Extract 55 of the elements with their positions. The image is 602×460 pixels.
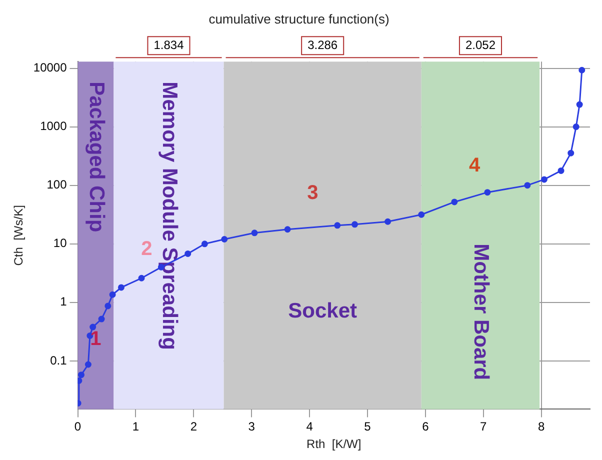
band-label: Mother Board: [470, 244, 493, 380]
x-tick-label: 0: [74, 420, 82, 434]
point: [98, 316, 105, 322]
point: [484, 189, 491, 196]
y-tick-label: 0.1: [50, 353, 68, 368]
point: [351, 221, 358, 228]
annotation: 2: [141, 238, 152, 260]
text: 3.286: [308, 38, 338, 52]
band-label: Memory Module Spreading: [158, 82, 181, 350]
point: [418, 211, 425, 218]
text: 2.052: [465, 38, 496, 52]
x-tick-label: 3: [248, 420, 256, 434]
x-tick-label: 5: [364, 420, 372, 434]
point: [221, 236, 228, 243]
y-tick-label: 10: [53, 236, 68, 250]
y-tick-label: 1: [60, 294, 68, 309]
x-tick-label: 1: [132, 420, 140, 434]
point: [201, 240, 208, 248]
point: [84, 361, 92, 368]
x-tick-label: 4: [306, 420, 314, 434]
annotation: 4: [469, 154, 482, 176]
x-tick-label: 7: [480, 420, 488, 434]
annotation: 3: [307, 182, 318, 204]
point: [540, 176, 548, 183]
point: [118, 284, 124, 291]
point: [334, 222, 341, 229]
point: [578, 66, 586, 74]
point: [90, 324, 96, 330]
point: [78, 372, 84, 378]
point: [576, 101, 583, 108]
point: [184, 250, 192, 257]
chart-title: cumulative structure function(s): [208, 11, 390, 26]
x-tick-label: 6: [422, 420, 430, 434]
x-tick-label: 8: [538, 420, 545, 434]
x-tick-label: 2: [190, 420, 198, 434]
point: [572, 124, 580, 130]
text: 1.834: [154, 38, 184, 52]
y-tick-label: 1000: [40, 119, 68, 134]
point: [568, 150, 574, 156]
x-axis-title: Rth [K/W]: [306, 437, 362, 452]
band-label: Socket: [288, 300, 358, 323]
point: [384, 218, 392, 225]
y-axis-title: Cth [Ws/K]: [12, 205, 26, 266]
band-label: Packaged Chip: [84, 82, 108, 232]
y-tick-label: 10000: [33, 60, 68, 75]
point: [284, 226, 291, 233]
point: [109, 291, 116, 298]
y-tick-label: 100: [46, 178, 68, 192]
point: [558, 167, 564, 174]
point: [451, 198, 458, 206]
point: [524, 182, 531, 189]
point: [104, 302, 112, 310]
point: [251, 230, 258, 236]
point: [138, 274, 145, 282]
annotation: 1: [90, 328, 102, 350]
